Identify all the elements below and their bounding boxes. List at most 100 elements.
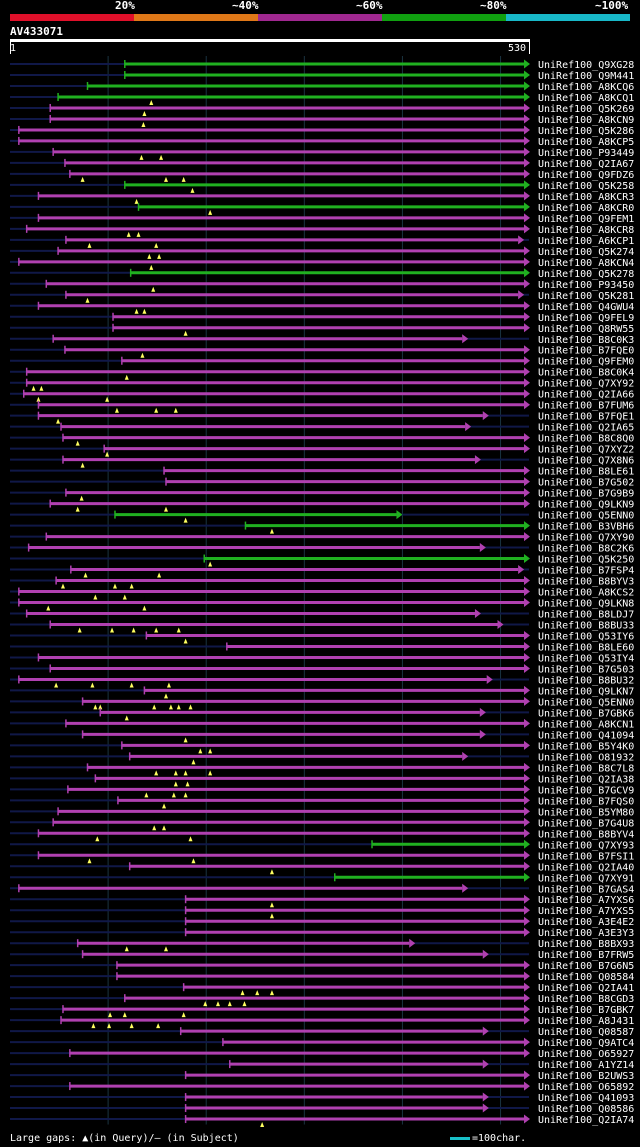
gap-marker-10-0 xyxy=(80,176,85,182)
gap-marker-76-0 xyxy=(269,902,274,908)
gap-marker-26-0 xyxy=(140,352,145,358)
hit-label-50: UniRef100_B8LDJ7 xyxy=(538,610,634,621)
hit-arrow-45 xyxy=(524,554,530,564)
hit-arrow-91 xyxy=(482,1059,489,1069)
hit-arrow-83 xyxy=(524,971,530,981)
hit-label-62: UniRef100_B5Y4K0 xyxy=(538,741,634,752)
gap-marker-96-0 xyxy=(260,1122,265,1128)
gap-marker-47-2 xyxy=(129,583,134,589)
gap-marker-58-1 xyxy=(98,704,103,710)
hit-arrow-23 xyxy=(524,312,530,322)
gap-marker-80-1 xyxy=(163,946,168,952)
hit-label-27: UniRef100_Q9FEM0 xyxy=(538,357,634,368)
gap-marker-4-0 xyxy=(142,110,147,116)
ruler-end-tick xyxy=(529,39,530,54)
gap-marker-59-0 xyxy=(124,715,129,721)
hit-arrow-41 xyxy=(396,510,403,520)
gap-marker-51-3 xyxy=(154,627,159,633)
hit-label-25: UniRef100_B8C0K3 xyxy=(538,335,634,346)
hit-arrow-96 xyxy=(524,1114,530,1124)
hit-arrow-79 xyxy=(524,927,530,937)
hit-label-4: UniRef100_Q5K269 xyxy=(538,104,634,115)
hit-label-22: UniRef100_Q4GWU4 xyxy=(538,302,634,313)
hit-label-23: UniRef100_Q9FEL9 xyxy=(538,313,634,324)
hit-arrow-4 xyxy=(524,103,530,113)
hit-label-1: UniRef100_Q9M441 xyxy=(538,71,634,82)
gap-marker-8-0 xyxy=(139,154,144,160)
hit-label-73: UniRef100_Q2IA40 xyxy=(538,862,634,873)
hit-label-17: UniRef100_Q5K274 xyxy=(538,247,634,258)
hit-arrow-51 xyxy=(497,619,504,629)
hit-label-75: UniRef100_B7GAS4 xyxy=(538,884,634,895)
hit-arrow-42 xyxy=(524,521,530,531)
gap-marker-15-0 xyxy=(126,231,131,237)
hit-arrow-37 xyxy=(524,466,530,476)
hit-label-58: UniRef100_Q5ENN0 xyxy=(538,697,634,708)
hit-label-38: UniRef100_B7G502 xyxy=(538,478,634,489)
hit-label-20: UniRef100_P93450 xyxy=(538,280,634,291)
legend-label-3: ~80% xyxy=(480,0,507,12)
hit-arrow-0 xyxy=(524,59,530,69)
gap-marker-35-0 xyxy=(105,451,110,457)
hit-label-60: UniRef100_A8KCN1 xyxy=(538,719,634,730)
hit-arrow-30 xyxy=(524,389,530,399)
hit-label-8: UniRef100_P93449 xyxy=(538,148,634,159)
hit-arrow-72 xyxy=(524,850,530,860)
hit-label-66: UniRef100_B7GCV9 xyxy=(538,785,634,796)
gap-marker-73-0 xyxy=(269,869,274,875)
hit-label-24: UniRef100_Q8RW55 xyxy=(538,324,634,335)
gap-marker-5-0 xyxy=(141,121,146,127)
scale-bar xyxy=(450,1137,470,1140)
gap-marker-51-4 xyxy=(176,627,181,633)
hit-arrow-70 xyxy=(524,828,530,838)
gap-marker-11-0 xyxy=(190,187,195,193)
gap-marker-66-0 xyxy=(144,792,149,798)
gap-marker-65-1 xyxy=(185,781,190,787)
gap-marker-31-2 xyxy=(173,407,178,413)
hit-label-91: UniRef100_A1YZ14 xyxy=(538,1060,634,1071)
hit-arrow-65 xyxy=(524,773,530,783)
hit-label-65: UniRef100_Q2IA38 xyxy=(538,774,634,785)
hit-arrow-49 xyxy=(524,598,530,608)
hit-arrow-31 xyxy=(524,400,530,410)
gap-marker-58-4 xyxy=(176,704,181,710)
gap-marker-29-0 xyxy=(31,385,36,391)
gap-marker-21-0 xyxy=(85,297,90,303)
hit-arrow-54 xyxy=(524,652,530,662)
hit-arrow-88 xyxy=(482,1026,489,1036)
legend-bar-3 xyxy=(382,14,506,21)
hit-arrow-55 xyxy=(524,663,530,673)
hit-arrow-59 xyxy=(479,707,486,717)
gap-marker-40-0 xyxy=(75,506,80,512)
query-name: AV433071 xyxy=(10,25,63,38)
legend-label-0: 20% xyxy=(115,0,135,12)
gap-marker-64-1 xyxy=(173,770,178,776)
hit-label-44: UniRef100_B8C2K6 xyxy=(538,544,634,555)
hit-arrow-33 xyxy=(465,422,472,432)
gap-marker-58-5 xyxy=(188,704,193,710)
gap-marker-51-2 xyxy=(131,627,136,633)
hit-label-67: UniRef100_B7FQS0 xyxy=(538,796,634,807)
hit-label-52: UniRef100_Q53IY6 xyxy=(538,631,634,642)
gap-marker-31-1 xyxy=(154,407,159,413)
hit-label-94: UniRef100_Q41093 xyxy=(538,1093,634,1104)
gap-marker-49-0 xyxy=(46,605,51,611)
hit-label-9: UniRef100_Q2IA67 xyxy=(538,159,634,170)
gap-marker-57-0 xyxy=(163,693,168,699)
hit-arrow-86 xyxy=(524,1004,530,1014)
gap-marker-69-1 xyxy=(162,825,167,831)
gap-marker-62-1 xyxy=(208,748,213,754)
hit-arrow-63 xyxy=(462,751,469,761)
hit-arrow-43 xyxy=(524,532,530,542)
hit-label-56: UniRef100_B8BU32 xyxy=(538,675,634,686)
hit-label-43: UniRef100_Q7XY90 xyxy=(538,533,634,544)
hit-arrow-75 xyxy=(462,883,469,893)
hit-label-92: UniRef100_B2UWS3 xyxy=(538,1071,634,1082)
hit-label-71: UniRef100_Q7XY93 xyxy=(538,840,634,851)
gap-marker-85-1 xyxy=(215,1001,220,1007)
gap-marker-69-0 xyxy=(152,825,157,831)
hit-label-78: UniRef100_A3E4E2 xyxy=(538,917,634,928)
hit-label-35: UniRef100_Q7XYZ2 xyxy=(538,445,634,456)
hit-arrow-76 xyxy=(524,894,530,904)
hit-arrow-56 xyxy=(486,674,493,684)
